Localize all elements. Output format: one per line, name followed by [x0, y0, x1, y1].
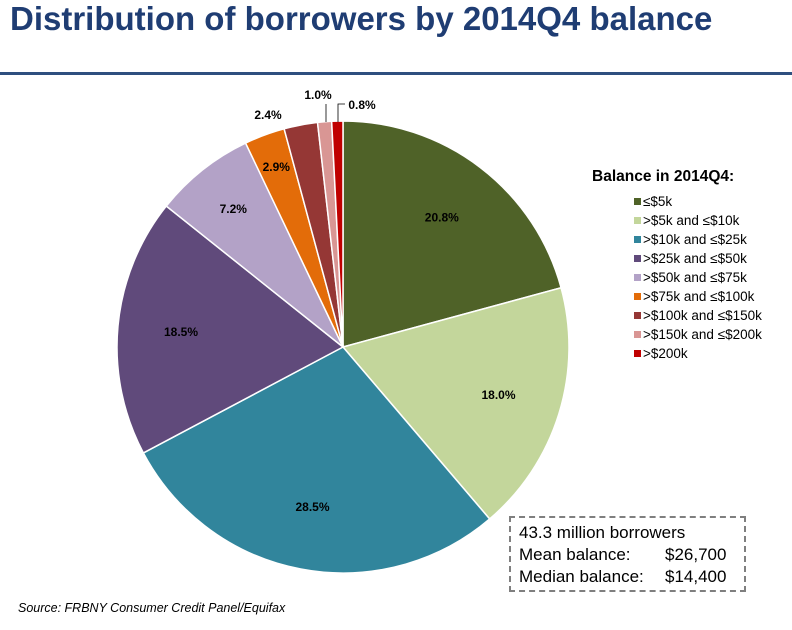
- legend: Balance in 2014Q4: ≤$5k >$5k and ≤$10k >$1…: [592, 168, 762, 363]
- pie-slice: [142, 346, 491, 574]
- slice-data-label: 18.5%: [164, 325, 198, 339]
- legend-swatch: [634, 198, 641, 205]
- legend-swatch: [634, 274, 641, 281]
- pie-slice: [165, 142, 344, 348]
- legend-label: >$10k and ≤$25k: [643, 232, 747, 247]
- mean-balance-label: Mean balance:: [519, 545, 631, 564]
- legend-item: >$75k and ≤$100k: [634, 287, 762, 306]
- legend-item: ≤$5k: [634, 192, 762, 211]
- legend-label: >$25k and ≤$50k: [643, 251, 747, 266]
- slice-data-label: 2.9%: [263, 160, 291, 174]
- slice-data-label: 0.8%: [348, 98, 376, 112]
- legend-swatch: [634, 331, 641, 338]
- legend-swatch: [634, 350, 641, 357]
- legend-label: >$200k: [643, 346, 688, 361]
- legend-swatch: [634, 255, 641, 262]
- slice-data-label: 7.2%: [220, 202, 248, 216]
- legend-item: >$50k and ≤$75k: [634, 268, 762, 287]
- legend-swatch: [634, 217, 641, 224]
- pie-slice: [330, 120, 344, 348]
- legend-title: Balance in 2014Q4:: [592, 168, 735, 185]
- slice-data-label: 1.0%: [304, 88, 332, 102]
- legend-label: >$5k and ≤$10k: [643, 213, 740, 228]
- pie-slice: [116, 205, 345, 454]
- legend-label: ≤$5k: [643, 194, 673, 209]
- slice-data-label: 20.8%: [425, 211, 459, 225]
- borrowers-count: 43.3 million borrowers: [519, 523, 686, 542]
- mean-balance-value: $26,700: [665, 545, 727, 564]
- legend-item: >$5k and ≤$10k: [634, 211, 762, 230]
- slice-data-label: 28.5%: [295, 500, 329, 514]
- pie-slice: [342, 120, 563, 348]
- title-divider: [0, 72, 792, 75]
- legend-swatch: [634, 236, 641, 243]
- legend-item: >$200k: [634, 344, 762, 363]
- summary-stats-box: 43.3 million borrowers Mean balance: $26,…: [509, 516, 746, 592]
- slice-data-label: 2.4%: [254, 108, 282, 122]
- pie-slice: [341, 286, 570, 521]
- legend-label: >$50k and ≤$75k: [643, 270, 747, 285]
- legend-label: >$150k and ≤$200k: [643, 327, 762, 342]
- legend-item: >$150k and ≤$200k: [634, 325, 762, 344]
- legend-label: >$100k and ≤$150k: [643, 308, 762, 323]
- slice-data-label: 18.0%: [481, 388, 515, 402]
- legend-item: >$100k and ≤$150k: [634, 306, 762, 325]
- legend-swatch: [634, 312, 641, 319]
- source-note: Source: FRBNY Consumer Credit Panel/Equi…: [18, 601, 286, 615]
- median-balance-label: Median balance:: [519, 567, 644, 586]
- legend-label: >$75k and ≤$100k: [643, 289, 755, 304]
- leader-line: [337, 103, 345, 122]
- chart-title: Distribution of borrowers by 2014Q4 bala…: [10, 0, 713, 37]
- legend-item: >$25k and ≤$50k: [634, 249, 762, 268]
- legend-item: >$10k and ≤$25k: [634, 230, 762, 249]
- legend-swatch: [634, 293, 641, 300]
- median-balance-value: $14,400: [665, 567, 727, 586]
